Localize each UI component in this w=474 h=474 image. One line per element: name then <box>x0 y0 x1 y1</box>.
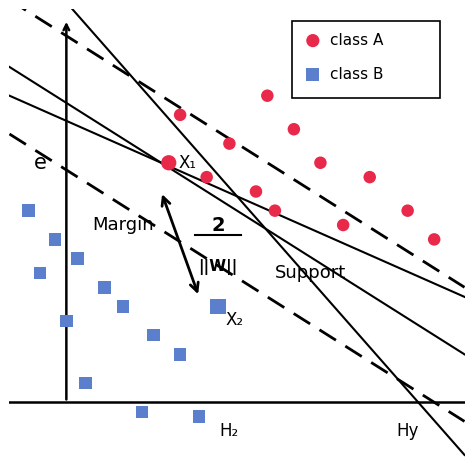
Text: X₁: X₁ <box>178 154 196 172</box>
Point <box>404 207 411 214</box>
Text: H₂: H₂ <box>220 422 239 440</box>
Point <box>339 221 347 229</box>
Text: class A: class A <box>330 33 383 48</box>
Text: class B: class B <box>330 67 383 82</box>
Point <box>82 379 89 387</box>
Point <box>271 207 279 214</box>
Point <box>203 173 210 181</box>
Point <box>138 408 146 416</box>
Point <box>252 188 260 195</box>
Text: 2: 2 <box>211 216 225 235</box>
Point <box>25 207 32 214</box>
Point <box>309 37 317 45</box>
Point <box>430 236 438 243</box>
Text: e: e <box>33 153 46 173</box>
Point <box>226 140 233 147</box>
Point <box>51 236 59 243</box>
Point <box>150 331 157 339</box>
Point <box>176 351 184 358</box>
Point <box>290 126 298 133</box>
Point <box>74 255 82 262</box>
Text: Support: Support <box>275 264 346 282</box>
Point <box>100 283 108 291</box>
FancyBboxPatch shape <box>292 21 440 98</box>
Point <box>214 303 222 310</box>
Point <box>317 159 324 166</box>
Text: ||W||: ||W|| <box>198 258 238 274</box>
Point <box>309 70 317 78</box>
Point <box>119 303 127 310</box>
Point <box>195 413 203 420</box>
Text: X₂: X₂ <box>226 311 244 329</box>
Point <box>176 111 184 118</box>
Point <box>264 92 271 100</box>
Point <box>63 317 70 325</box>
Text: Hy: Hy <box>396 422 419 440</box>
Point <box>366 173 374 181</box>
Text: Margin: Margin <box>92 216 154 234</box>
Point <box>165 159 173 166</box>
Point <box>36 269 44 277</box>
